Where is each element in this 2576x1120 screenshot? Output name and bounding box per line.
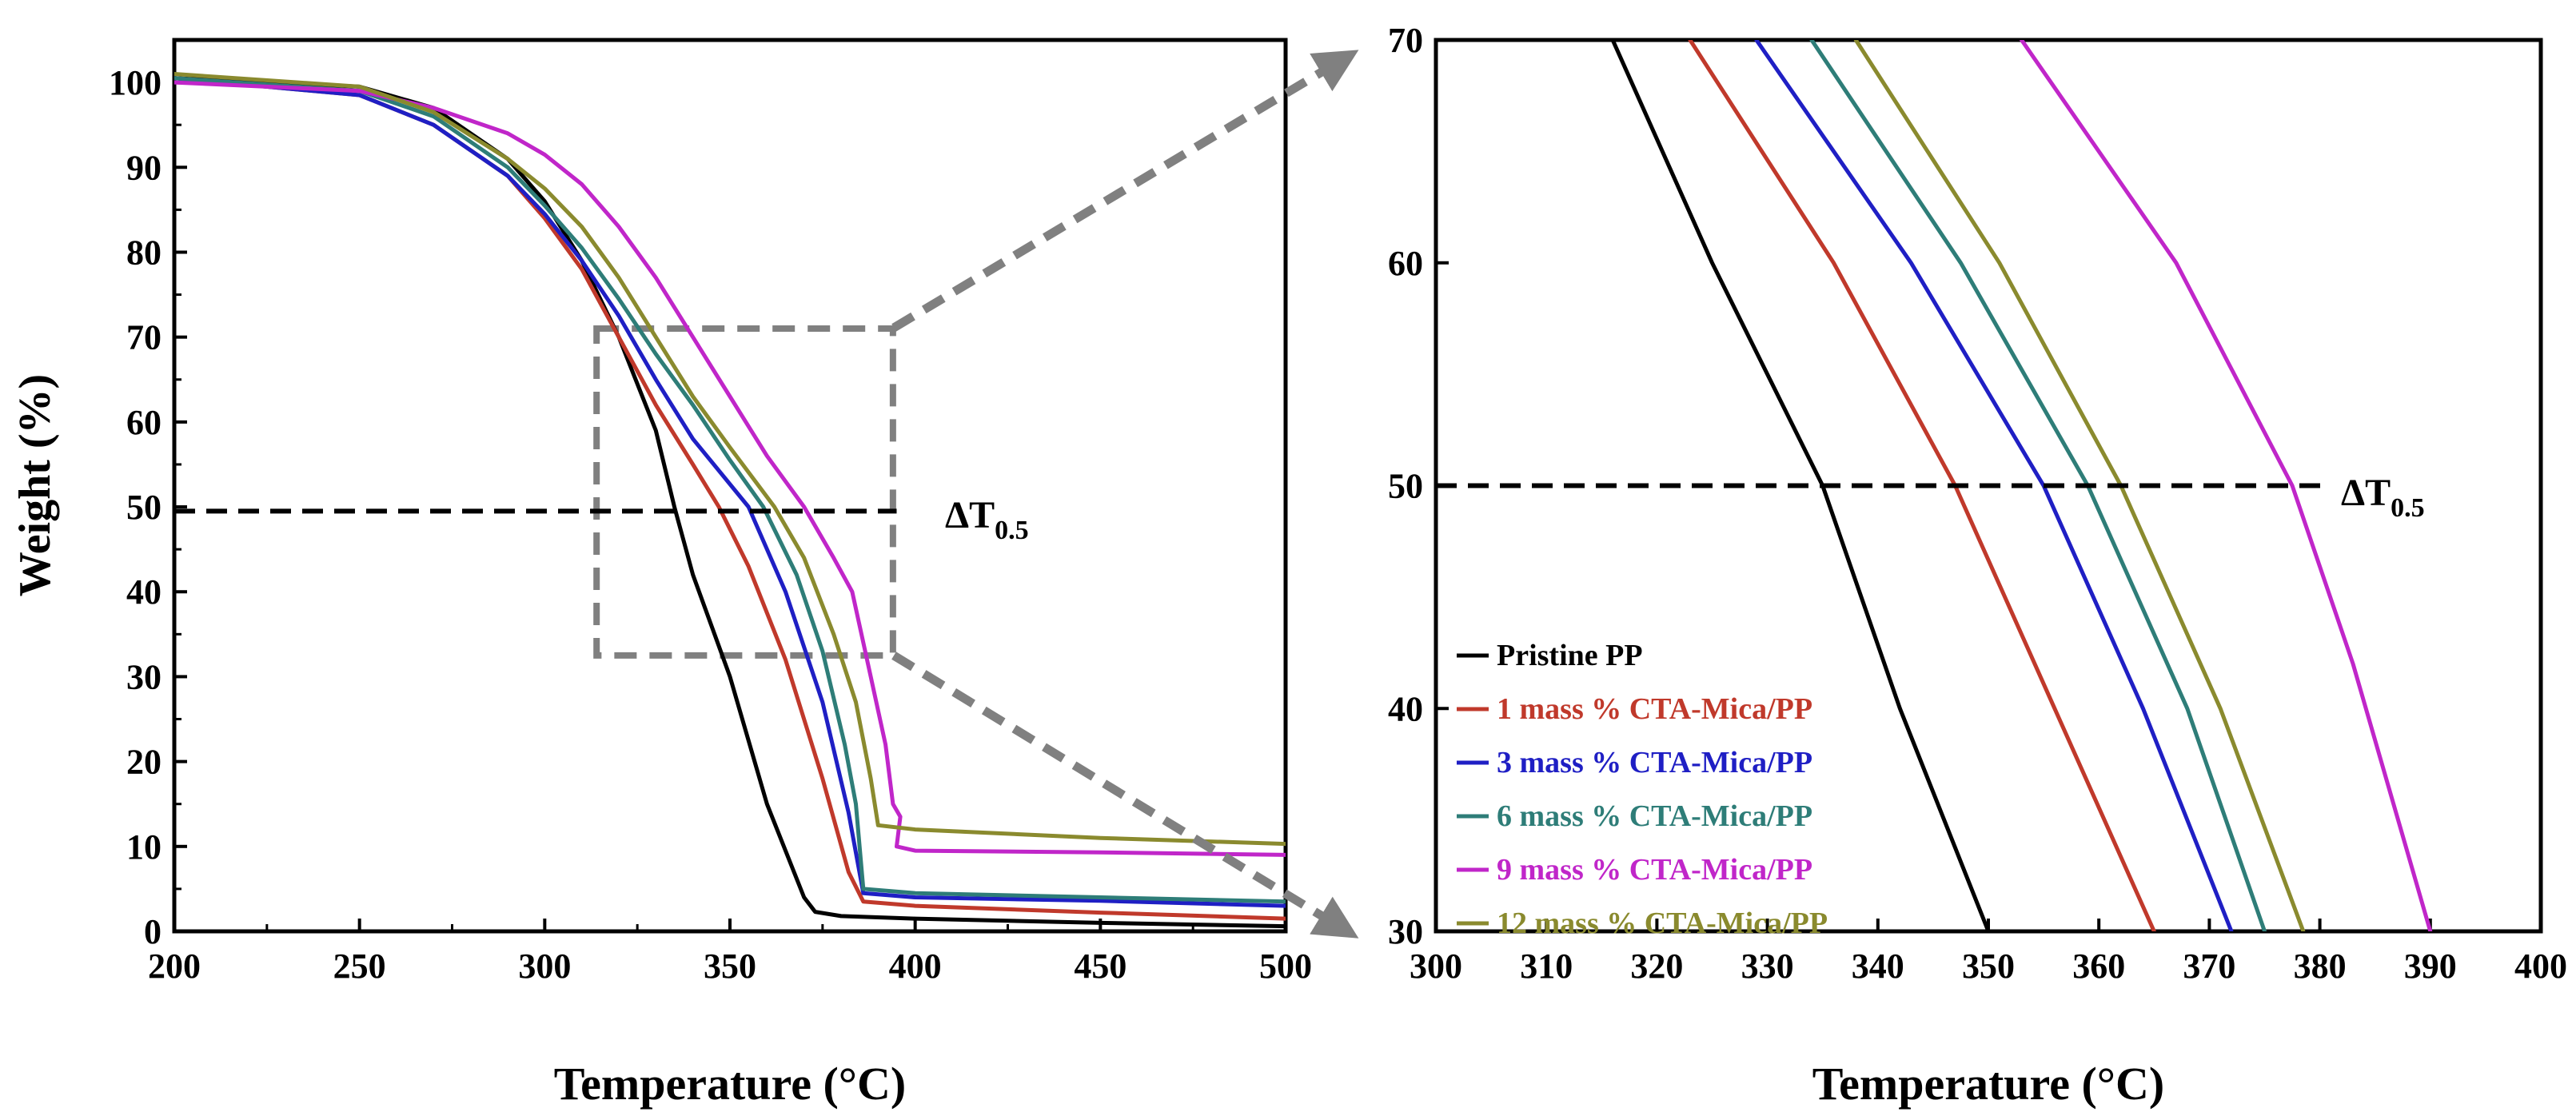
zoom-y-tick-label: 70	[1388, 21, 1423, 60]
main-series-line-3	[174, 76, 1286, 908]
zoom-region-box	[593, 325, 896, 659]
legend-label-6: 12 mass % CTA-Mica/PP	[1497, 907, 1828, 940]
main-axes-ticks: 200 250 300 350 400 450 500 0 10 20 30 40 50 60 70 80 90…	[109, 63, 1312, 986]
zoom-x-tick-label: 380	[2294, 947, 2347, 986]
main-series-group	[174, 72, 1286, 929]
legend-label-2: 1 mass % CTA-Mica/PP	[1497, 692, 1812, 726]
main-delta-annotation: ΔT0.5	[945, 494, 1029, 545]
zoom-x-tick-label: 310	[1520, 947, 1573, 986]
legend-label-4: 6 mass % CTA-Mica/PP	[1497, 799, 1812, 833]
main-y-tick-label: 0	[144, 912, 161, 951]
main-series-line-1	[174, 76, 1286, 929]
zoom-x-tick-label: 400	[2514, 947, 2567, 986]
zoom-region-rect	[593, 325, 896, 659]
main-x-tick-label: 250	[333, 947, 386, 986]
zoom-x-tick-label: 330	[1741, 947, 1794, 986]
zoom-y-tick-label: 60	[1388, 244, 1423, 283]
main-y-tick-label: 20	[126, 743, 161, 782]
main-x-tick-label: 350	[704, 947, 756, 986]
main-x-tick-label: 450	[1074, 947, 1127, 986]
main-x-tick-label: 300	[518, 947, 571, 986]
main-y-tick-label: 70	[126, 318, 161, 357]
legend-label-3: 3 mass % CTA-Mica/PP	[1497, 746, 1812, 779]
main-x-tick-label: 400	[889, 947, 942, 986]
zoom-delta-annotation: ΔT0.5	[2341, 472, 2425, 523]
main-y-tick-label: 80	[126, 233, 161, 272]
zoom-x-tick-label: 370	[2183, 947, 2235, 986]
main-x-tick-label: 200	[148, 947, 201, 986]
legend-label-5: 9 mass % CTA-Mica/PP	[1497, 853, 1812, 887]
zoom-x-tick-label: 300	[1410, 947, 1462, 986]
zoom-x-tick-label: 350	[1962, 947, 2015, 986]
main-y-tick-label: 40	[126, 572, 161, 612]
zoom-x-tick-label: 340	[1852, 947, 1904, 986]
zoom-arrows	[891, 50, 1359, 939]
zoom-x-tick-label: 320	[1630, 947, 1683, 986]
main-y-axis-label: Weight (%)	[10, 374, 60, 596]
main-y-tick-label: 60	[126, 403, 161, 442]
main-series-line-4	[174, 76, 1286, 904]
main-y-tick-label: 50	[126, 488, 161, 527]
zoom-series-line-5	[2020, 40, 2433, 931]
zoom-x-tick-label: 360	[2072, 947, 2125, 986]
zoom-y-tick-label: 30	[1388, 912, 1423, 951]
zoom-y-tick-label: 50	[1388, 467, 1423, 506]
zoom-x-axis-label: Temperature (°C)	[1812, 1058, 2164, 1110]
legend: Pristine PP 1 mass % CTA-Mica/PP 3 mass % …	[1457, 639, 1828, 940]
main-x-axis-label: Temperature (°C)	[554, 1058, 906, 1110]
main-y-tick-label: 100	[109, 63, 161, 102]
main-series-line-6	[174, 72, 1286, 847]
zoom-series-line-4	[1809, 40, 2267, 931]
zoom-x-tick-label: 390	[2404, 947, 2457, 986]
main-x-tick-label: 500	[1259, 947, 1312, 986]
main-y-tick-label: 10	[126, 827, 161, 867]
zoom-arrow-bottom	[891, 652, 1359, 939]
zoom-arrow-top	[891, 50, 1359, 332]
zoom-axes-ticks: 300 310 320 330 340 350 360 370 380 390 400 30 40 50 6…	[1388, 21, 2567, 986]
main-panel: 200 250 300 350 400 450 500 0 10 20 30 40 50 60 70 80 90…	[10, 38, 1312, 1110]
legend-label-1: Pristine PP	[1497, 639, 1643, 672]
main-y-tick-label: 90	[126, 148, 161, 187]
zoom-panel: 300 310 320 330 340 350 360 370 380 390 400 30 40 50 6…	[1388, 21, 2567, 1110]
main-y-tick-label: 30	[126, 657, 161, 696]
zoom-y-tick-label: 40	[1388, 689, 1423, 728]
main-series-line-5	[174, 80, 1286, 857]
